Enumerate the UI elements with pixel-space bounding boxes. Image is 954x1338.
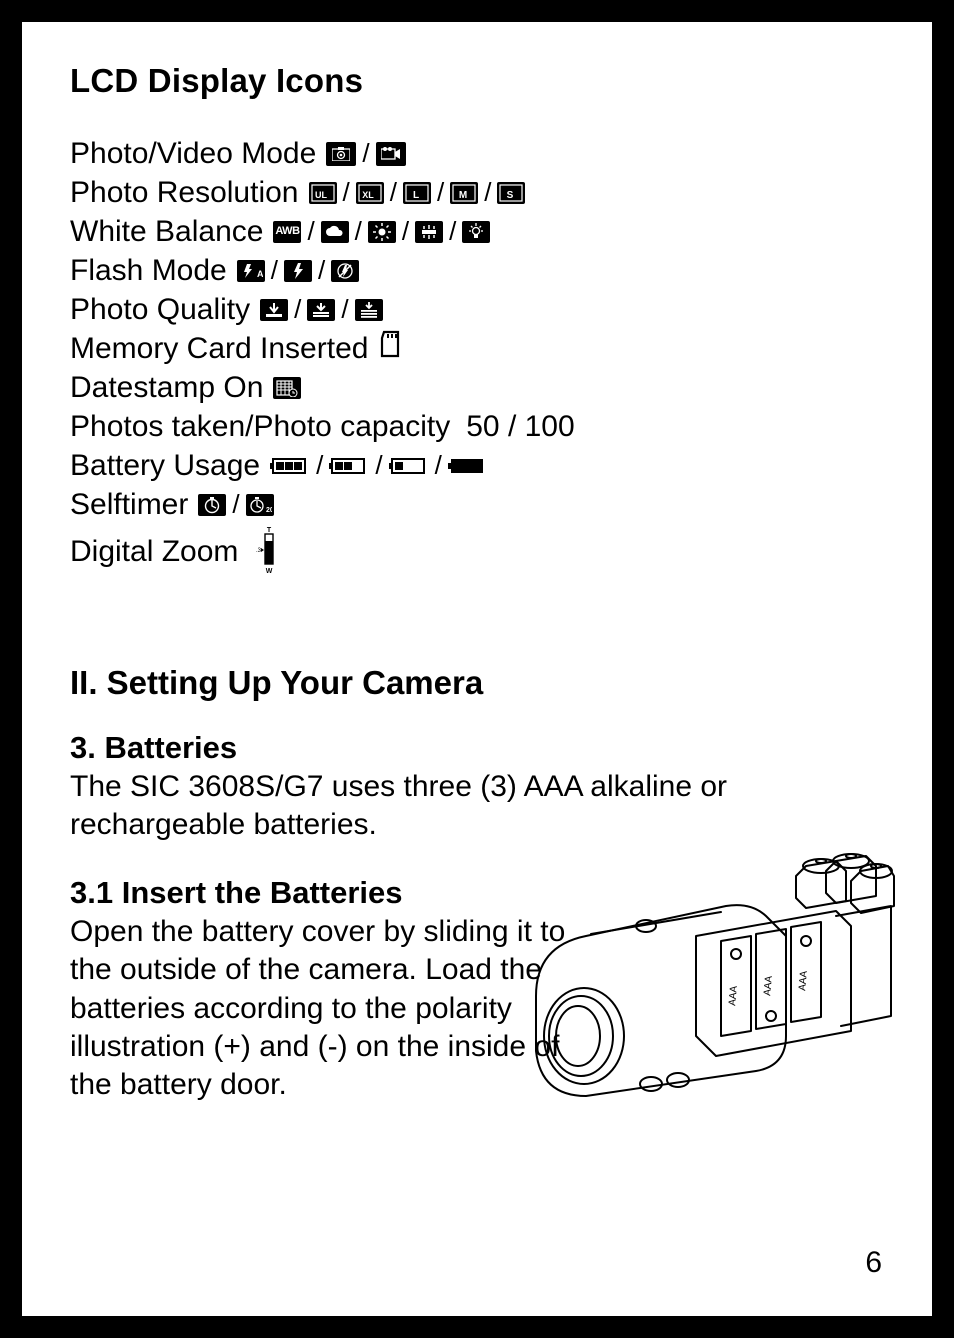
- svg-text:UL: UL: [315, 190, 327, 200]
- separator: /: [271, 254, 278, 288]
- label-selftimer: Selftimer: [70, 485, 188, 524]
- heading-lcd-icons: LCD Display Icons: [70, 62, 884, 100]
- separator: /: [232, 488, 239, 522]
- quality-low-icon: [355, 299, 383, 321]
- svg-text:M: M: [459, 190, 467, 201]
- svg-text:AAA: AAA: [762, 975, 775, 996]
- separator: /: [402, 215, 409, 249]
- row-photo-resolution: Photo Resolution UL / XL / L / M / S: [70, 173, 884, 212]
- separator: /: [362, 137, 369, 171]
- svg-text:W: W: [266, 568, 273, 574]
- zoom-indicator-icon: T W 3.3: [256, 524, 286, 574]
- label-photos-taken: Photos taken/Photo capacity: [70, 407, 450, 446]
- separator: /: [343, 176, 350, 210]
- page-number: 6: [865, 1246, 882, 1280]
- wb-tungsten-icon: [462, 221, 490, 243]
- row-battery-usage: Battery Usage / / /: [70, 446, 884, 485]
- wb-cloudy-icon: [321, 221, 349, 243]
- res-l-icon: L: [403, 182, 431, 204]
- res-ul-icon: UL: [309, 182, 337, 204]
- row-photo-quality: Photo Quality / /: [70, 290, 884, 329]
- separator: /: [316, 449, 323, 483]
- svg-text:AAA: AAA: [797, 970, 810, 991]
- svg-text:AAA: AAA: [727, 985, 740, 1006]
- svg-text:L: L: [413, 190, 419, 201]
- separator: /: [449, 215, 456, 249]
- flash-auto-icon: A: [237, 260, 265, 282]
- label-photo-quality: Photo Quality: [70, 290, 250, 329]
- heading-setup: II. Setting Up Your Camera: [70, 664, 884, 702]
- row-memory-card: Memory Card Inserted: [70, 329, 884, 368]
- wb-awb-icon: AWB: [273, 221, 301, 243]
- label-memory-card: Memory Card Inserted: [70, 329, 368, 368]
- batteries-body-text: The SIC 3608S/G7 uses three (3) AAA alka…: [70, 768, 884, 845]
- separator: /: [294, 293, 301, 327]
- res-s-icon: S: [497, 182, 525, 204]
- heading-batteries: 3. Batteries: [70, 730, 884, 766]
- separator: /: [435, 449, 442, 483]
- label-flash-mode: Flash Mode: [70, 251, 227, 290]
- separator: /: [390, 176, 397, 210]
- svg-text:T: T: [267, 527, 272, 534]
- quality-med-icon: [307, 299, 335, 321]
- selftimer-20-icon: 20s: [246, 494, 274, 516]
- camera-battery-illustration: AAA AAA AAA: [496, 836, 896, 1136]
- manual-page: LCD Display Icons Photo/Video Mode / Pho…: [22, 22, 932, 1316]
- sd-card-icon: [378, 329, 402, 368]
- wb-sunny-icon: [368, 221, 396, 243]
- datestamp-icon: [273, 377, 301, 399]
- label-white-balance: White Balance: [70, 212, 263, 251]
- separator: /: [318, 254, 325, 288]
- label-battery-usage: Battery Usage: [70, 446, 260, 485]
- selftimer-10-icon: [198, 494, 226, 516]
- separator: /: [484, 176, 491, 210]
- battery-full-icon: [270, 446, 310, 485]
- svg-text:A: A: [257, 269, 263, 279]
- separator: /: [375, 449, 382, 483]
- flash-on-icon: [284, 260, 312, 282]
- battery-one-icon: [389, 446, 429, 485]
- row-photos-taken: Photos taken/Photo capacity 50 / 100: [70, 407, 884, 446]
- separator: /: [437, 176, 444, 210]
- label-digital-zoom: Digital Zoom: [70, 524, 238, 571]
- row-white-balance: White Balance AWB / / / /: [70, 212, 884, 251]
- row-selftimer: Selftimer / 20s: [70, 485, 884, 524]
- separator: /: [307, 215, 314, 249]
- label-photo-res: Photo Resolution: [70, 173, 299, 212]
- label-photo-video: Photo/Video Mode: [70, 134, 316, 173]
- insert-body-text: Open the battery cover by sliding it to …: [70, 913, 570, 1105]
- res-xl-icon: XL: [356, 182, 384, 204]
- video-mode-icon: [376, 142, 406, 166]
- quality-high-icon: [260, 299, 288, 321]
- label-datestamp: Datestamp On: [70, 368, 263, 407]
- svg-text:S: S: [507, 190, 514, 201]
- battery-empty-icon: [448, 446, 488, 485]
- wb-fluorescent-icon: [415, 221, 443, 243]
- flash-off-icon: [331, 260, 359, 282]
- row-datestamp: Datestamp On: [70, 368, 884, 407]
- row-flash-mode: Flash Mode A / /: [70, 251, 884, 290]
- row-digital-zoom: Digital Zoom T W 3.3: [70, 524, 884, 574]
- separator: /: [355, 215, 362, 249]
- res-m-icon: M: [450, 182, 478, 204]
- photo-mode-icon: [326, 142, 356, 166]
- separator: /: [341, 293, 348, 327]
- row-photo-video: Photo/Video Mode /: [70, 134, 884, 173]
- photos-taken-value: 50 / 100: [466, 407, 574, 446]
- svg-text:XL: XL: [362, 190, 374, 200]
- svg-text:3.3: 3.3: [256, 548, 262, 554]
- battery-two-icon: [329, 446, 369, 485]
- svg-text:20s: 20s: [266, 507, 272, 514]
